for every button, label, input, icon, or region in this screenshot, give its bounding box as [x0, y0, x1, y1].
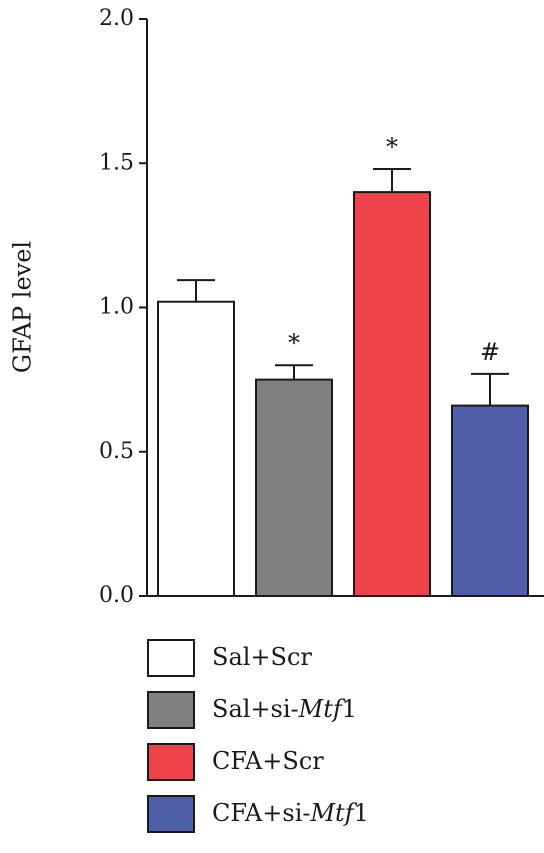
significance-marker: #: [480, 338, 500, 366]
y-axis-label: GFAP level: [9, 241, 37, 373]
bar: [255, 378, 333, 597]
legend-label: Sal+Scr: [212, 643, 312, 671]
legend: Sal+Scr Sal+si-Mtf1 CFA+Scr CFA+si-Mtf1: [147, 639, 369, 833]
significance-marker: *: [288, 329, 300, 357]
y-tick-label: 0.5: [99, 439, 134, 464]
y-tick-label: 1.0: [99, 295, 134, 320]
legend-label: CFA+si-Mtf1: [212, 799, 369, 827]
y-tick-label: 1.5: [99, 150, 134, 175]
y-tick-label: 2.0: [99, 6, 134, 31]
legend-label: CFA+Scr: [212, 747, 324, 775]
bar: [157, 300, 235, 597]
significance-marker: *: [386, 133, 398, 161]
bar: [353, 191, 431, 597]
legend-swatch: [147, 639, 195, 677]
legend-label: Sal+si-Mtf1: [212, 695, 357, 723]
legend-swatch: [147, 743, 195, 781]
bars-group: * * #: [157, 133, 529, 597]
y-tick-label: 0.0: [99, 583, 134, 608]
legend-swatch: [147, 691, 195, 729]
bar: [451, 404, 529, 597]
legend-swatch: [147, 795, 195, 833]
